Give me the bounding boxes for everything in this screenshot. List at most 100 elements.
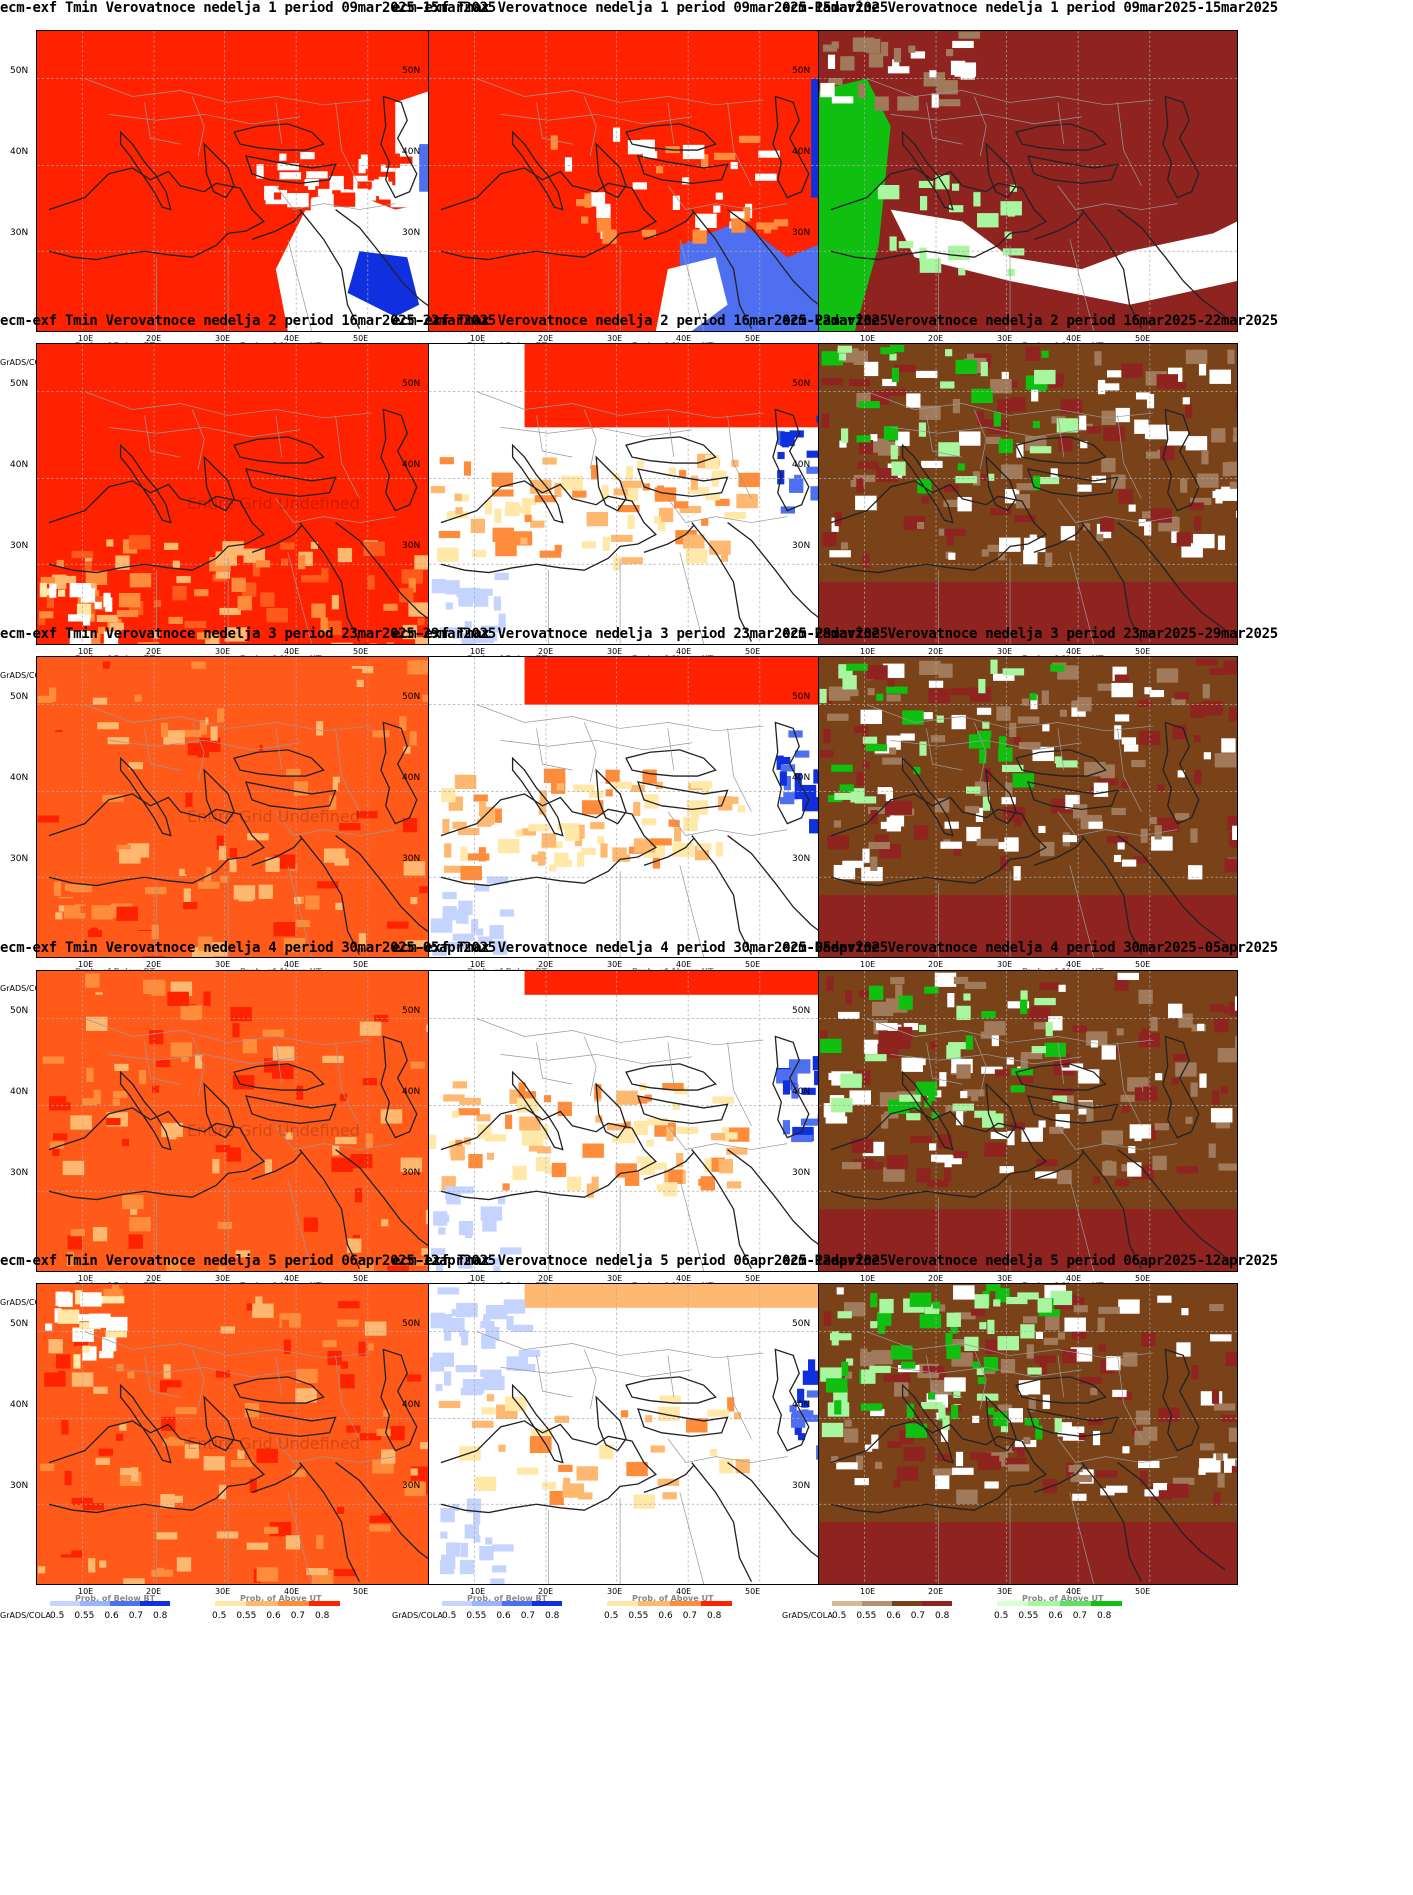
- grads-credit: GrADS/COLA: [782, 1611, 833, 1620]
- anomaly-cell: [156, 1217, 179, 1233]
- anomaly-cell: [120, 1467, 135, 1476]
- anomaly-cell: [870, 1293, 878, 1308]
- anomaly-cell: [931, 1154, 953, 1162]
- forecast-map: Entire Grid Undefined: [36, 1283, 456, 1585]
- longitude-label: 50E: [353, 1274, 369, 1283]
- anomaly-cell: [756, 222, 778, 230]
- anomaly-cell: [1027, 1367, 1042, 1375]
- anomaly-cell: [942, 1415, 950, 1430]
- anomaly-cell: [258, 884, 273, 899]
- anomaly-cell: [452, 933, 475, 941]
- anomaly-cell: [37, 695, 52, 703]
- anomaly-cell: [1039, 1359, 1047, 1375]
- anomaly-cell: [160, 1380, 182, 1388]
- anomaly-cell: [438, 1400, 461, 1408]
- anomaly-cell: [955, 359, 978, 375]
- anomaly-cell: [1155, 1073, 1163, 1081]
- anomaly-cell: [616, 1090, 638, 1105]
- legend-swatch: [277, 1601, 309, 1606]
- graticule: [819, 971, 1237, 1271]
- anomaly-cell: [804, 1414, 826, 1422]
- anomaly-cell: [950, 1404, 959, 1420]
- longitude-label: 20E: [928, 960, 944, 969]
- anomaly-cell: [484, 1134, 507, 1142]
- forecast-map: [428, 656, 848, 958]
- anomaly-cell: [755, 173, 777, 181]
- anomaly-cell: [262, 1029, 285, 1037]
- anomaly-cell: [871, 1434, 879, 1449]
- latitude-label: 30N: [10, 854, 29, 864]
- anomaly-cell: [820, 82, 835, 98]
- anomaly-cell: [615, 1163, 637, 1178]
- anomaly-cell: [347, 1238, 362, 1253]
- anomaly-cell: [311, 603, 326, 618]
- anomaly-cell: [948, 205, 964, 213]
- anomaly-cell: [298, 554, 306, 570]
- anomaly-cell: [621, 557, 643, 565]
- border-overlay: [476, 391, 788, 644]
- anomaly-cell: [331, 1449, 346, 1457]
- anomaly-cell: [168, 616, 183, 625]
- latitude-label: 30N: [402, 541, 421, 551]
- anomaly-cell: [945, 49, 954, 57]
- anomaly-cell: [260, 1254, 268, 1269]
- anomaly-cell: [194, 589, 209, 597]
- anomaly-cell: [95, 1179, 110, 1187]
- anomaly-cell: [573, 784, 595, 792]
- anomaly-cell: [39, 1414, 54, 1422]
- anomaly-cell: [1007, 1464, 1030, 1472]
- anomaly-cell: [410, 1061, 425, 1069]
- anomaly-cell: [990, 380, 1012, 388]
- anomaly-cell: [319, 149, 334, 157]
- anomaly-cell: [192, 947, 214, 957]
- latitude-label: 30N: [10, 1168, 29, 1178]
- longitude-label: 30E: [215, 334, 231, 343]
- anomaly-cell: [265, 789, 281, 804]
- panel-title: ecm-Padavine Verovatnoce nedelja 5 perio…: [782, 1253, 1278, 1269]
- latitude-label: 40N: [402, 1400, 421, 1410]
- anomaly-cell: [918, 422, 926, 437]
- anomaly-cell: [1198, 361, 1207, 376]
- anomaly-cell: [840, 428, 849, 443]
- anomaly-cell: [865, 38, 881, 54]
- anomaly-cell: [399, 716, 407, 731]
- anomaly-cell: [118, 592, 141, 608]
- anomaly-cell: [1023, 1437, 1031, 1445]
- anomaly-cell: [727, 1397, 735, 1412]
- anomaly-cell: [1045, 552, 1053, 567]
- longitude-label: 10E: [860, 960, 876, 969]
- anomaly-cell: [1091, 475, 1107, 483]
- longitude-label: 40E: [1066, 1274, 1082, 1283]
- anomaly-cell: [111, 1284, 120, 1300]
- anomaly-cell: [369, 1515, 392, 1523]
- longitude-label: 50E: [1135, 1274, 1151, 1283]
- anomaly-cell: [959, 431, 981, 446]
- anomaly-cell: [405, 940, 428, 948]
- anomaly-cell: [956, 1489, 978, 1504]
- border-overlay: [84, 704, 396, 957]
- anomaly-cell: [724, 511, 746, 520]
- anomaly-cell: [1038, 825, 1046, 834]
- map-panel-pad-week-1: ecm-Padavine Verovatnoce nedelja 1 perio…: [782, 0, 1278, 375]
- latitude-label: 50N: [10, 692, 29, 702]
- longitude-label: 30E: [607, 647, 623, 656]
- anomaly-cell: [485, 1537, 493, 1545]
- anomaly-cell: [122, 1288, 145, 1296]
- anomaly-cell: [329, 795, 337, 810]
- anomaly-cell: [1171, 528, 1179, 543]
- anomaly-cell: [1017, 716, 1040, 724]
- anomaly-cell: [1215, 489, 1223, 504]
- anomaly-cell: [1045, 1021, 1053, 1037]
- map-canvas: [819, 31, 1237, 331]
- anomaly-cell: [612, 847, 627, 862]
- anomaly-cell: [481, 1407, 496, 1415]
- anomaly-cell: [921, 1401, 943, 1410]
- anomaly-cell: [1137, 699, 1153, 708]
- anomaly-cell: [836, 1287, 844, 1295]
- anomaly-cell: [474, 884, 490, 892]
- latitude-label: 50N: [792, 66, 811, 76]
- anomaly-cell: [367, 575, 375, 590]
- anomaly-cell: [1202, 684, 1210, 699]
- anomaly-cell: [898, 995, 913, 1010]
- anomaly-cell: [969, 687, 992, 702]
